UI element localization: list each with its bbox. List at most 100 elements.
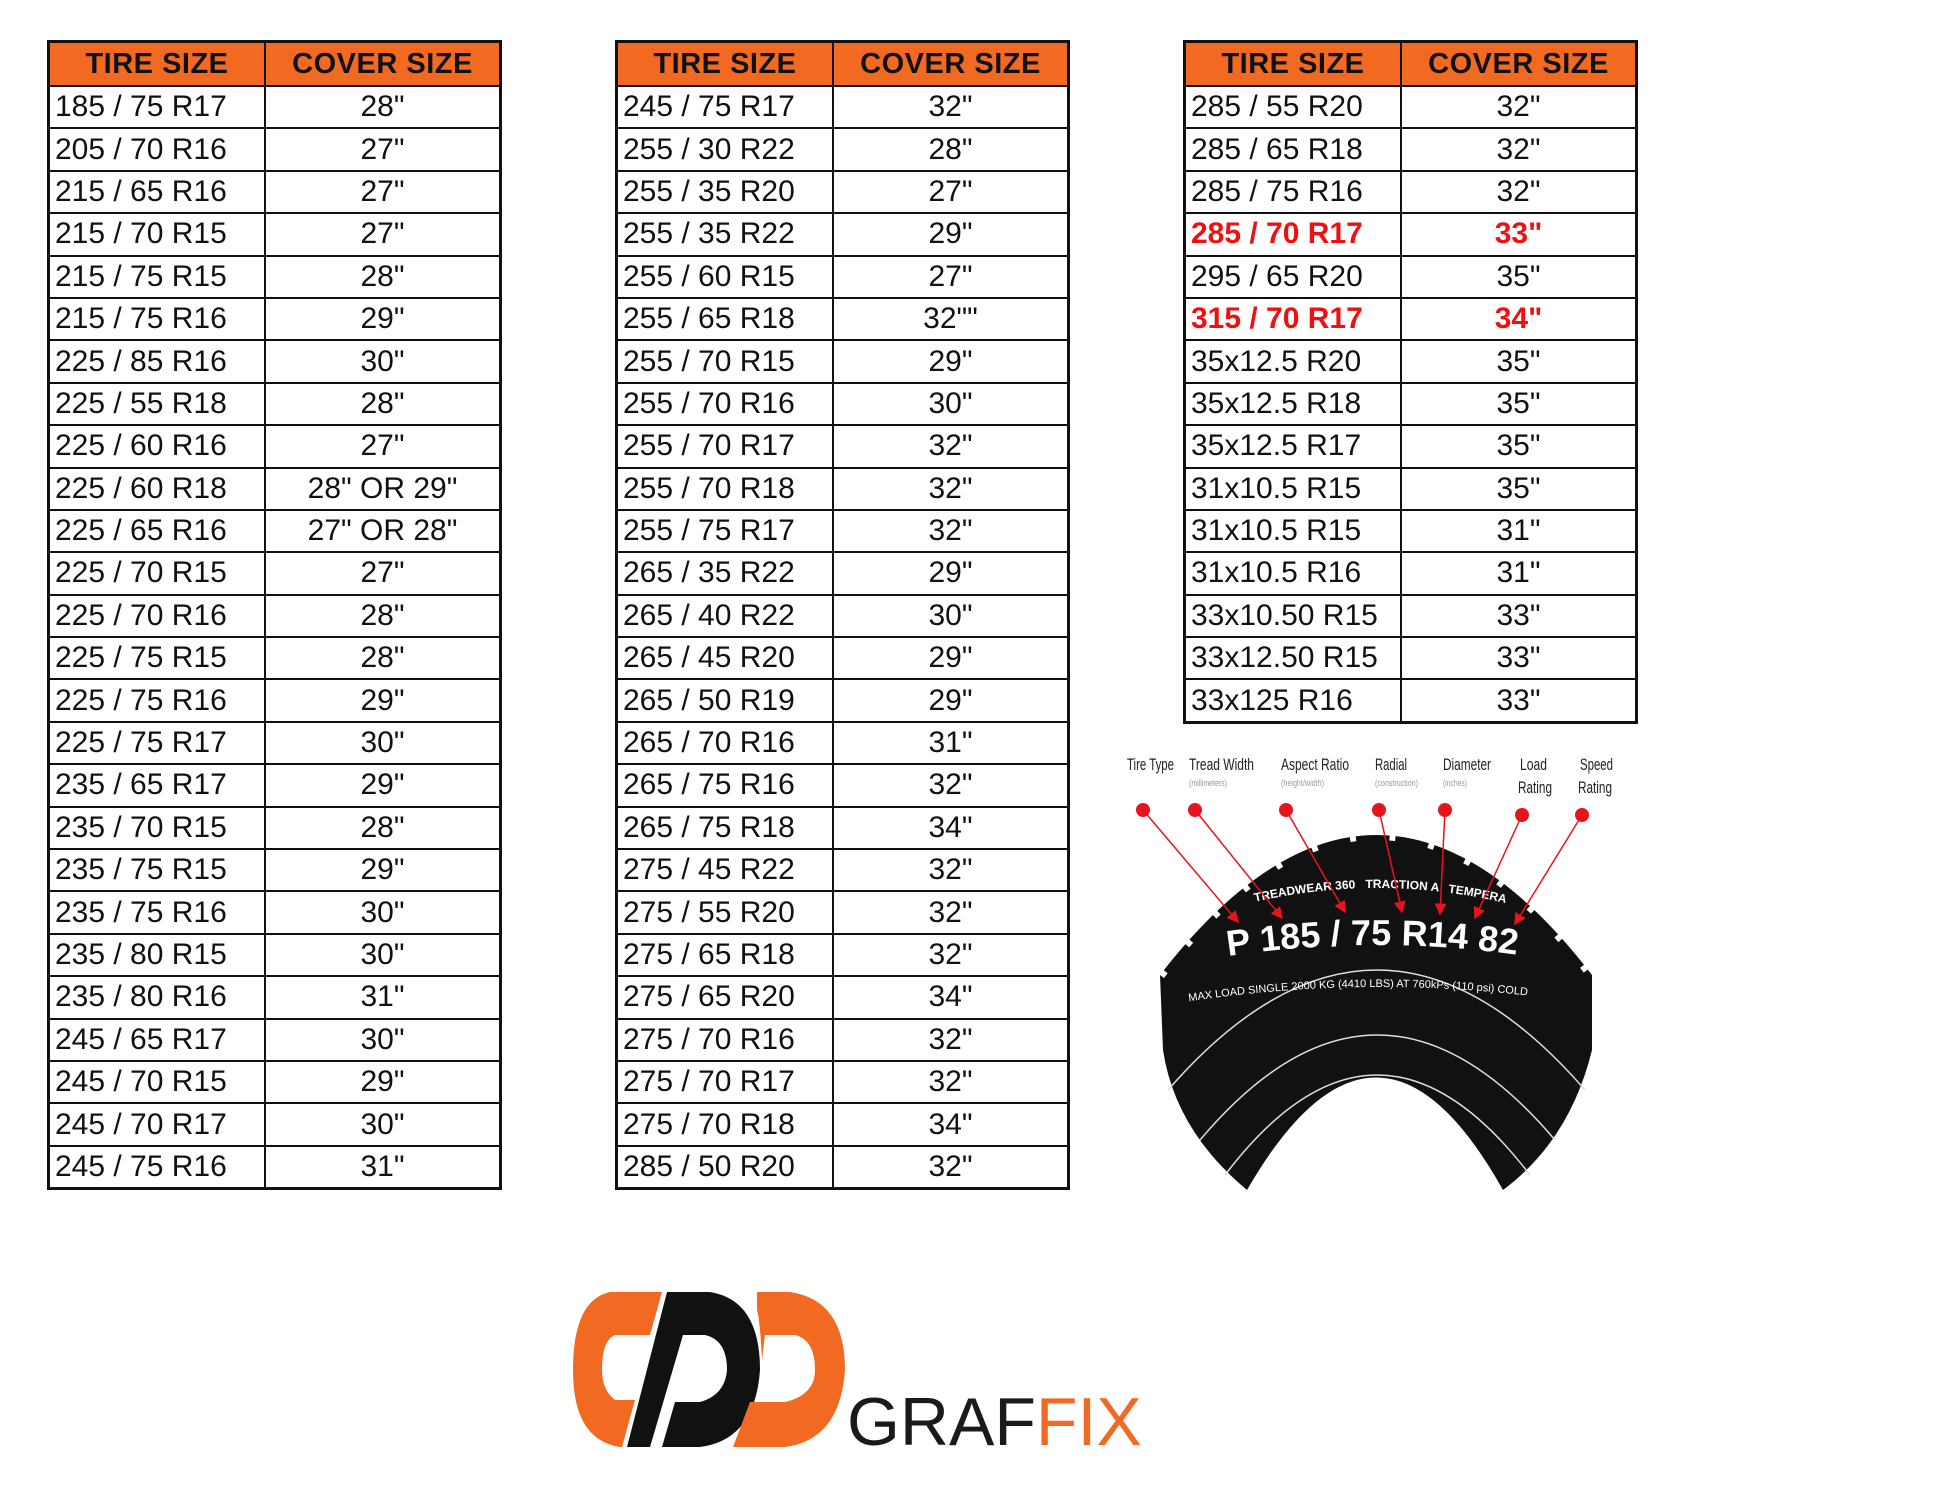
diagram-label: Radial xyxy=(1375,755,1407,774)
tire-size-cell: 255 / 70 R17 xyxy=(615,424,834,469)
table-row: 265 / 45 R20 29" xyxy=(615,636,1070,681)
cover-size-cell: 32" xyxy=(832,508,1070,554)
table-row: 235 / 80 R15 30" xyxy=(47,932,502,978)
tire-size-cell: 265 / 40 R22 xyxy=(615,593,834,639)
table-row: 275 / 70 R17 32" xyxy=(615,1059,1070,1105)
cover-size-cell: 32" xyxy=(832,84,1070,130)
tire-size-cell: 255 / 65 R18 xyxy=(615,296,834,342)
cover-size-cell: 30" xyxy=(832,381,1070,427)
tire-size-cell: 285 / 75 R16 xyxy=(1183,169,1402,215)
table-row: 205 / 70 R16 27" xyxy=(47,127,502,172)
tire-size-cell: 225 / 85 R16 xyxy=(47,339,266,384)
tire-size-cell: 285 / 50 R20 xyxy=(615,1144,834,1190)
table-row: 225 / 65 R16 27" OR 28" xyxy=(47,508,502,554)
cover-size-cell: 34" xyxy=(832,975,1070,1020)
tire-size-cell: 275 / 70 R17 xyxy=(615,1059,834,1105)
diagram-label: Tread Width xyxy=(1189,755,1254,774)
pointer-arrow xyxy=(1473,814,1523,920)
tire-size-cell: 185 / 75 R17 xyxy=(47,84,266,130)
tire-size-cell: 295 / 65 R20 xyxy=(1183,254,1402,299)
cover-size-cell: 32" xyxy=(832,932,1070,978)
table-row: 225 / 60 R16 27" xyxy=(47,424,502,469)
table-row: 225 / 75 R17 30" xyxy=(47,720,502,766)
tire-size-cell: 215 / 70 R15 xyxy=(47,212,266,257)
cover-size-cell: 27" xyxy=(264,551,502,596)
cover-size-cell: 33" xyxy=(1400,678,1638,724)
cover-size-header: COVER SIZE xyxy=(1400,40,1638,87)
tire-size-cell: 33x10.50 R15 xyxy=(1183,593,1402,639)
table-row: 295 / 65 R20 35" xyxy=(1183,254,1638,299)
cover-size-cell: 28" OR 29" xyxy=(264,466,502,511)
table-row: 265 / 35 R22 29" xyxy=(615,551,1070,596)
cover-size-cell: 30" xyxy=(264,1102,502,1147)
tire-size-cell: 315 / 70 R17 xyxy=(1183,296,1402,342)
tire-size-cell: 255 / 70 R16 xyxy=(615,381,834,427)
table-row: 255 / 35 R20 27" xyxy=(615,169,1070,215)
cover-size-cell: 27" OR 28" xyxy=(264,508,502,554)
tire-size-cell: 285 / 65 R18 xyxy=(1183,127,1402,172)
tire-code: P 185 / 75 R14 82 S xyxy=(0,0,1532,964)
cover-size-cell: 28" xyxy=(264,254,502,299)
tire-size-cell: 255 / 75 R17 xyxy=(615,508,834,554)
tire-size-cell: 275 / 70 R16 xyxy=(615,1017,834,1062)
table-row: 225 / 70 R15 27" xyxy=(47,551,502,596)
tire-size-cell: 285 / 55 R20 xyxy=(1183,84,1402,130)
pointer-arrow xyxy=(1194,809,1283,920)
diagram-sublabel: (inches) xyxy=(1443,778,1467,788)
table-row: 31x10.5 R15 35" xyxy=(1183,466,1638,511)
table-row: 275 / 70 R16 32" xyxy=(615,1017,1070,1062)
cover-size-cell: 32" xyxy=(832,890,1070,935)
cover-size-cell: 29" xyxy=(264,848,502,893)
tire-size-cell: 215 / 65 R16 xyxy=(47,169,266,215)
tire-size-cell: 225 / 75 R16 xyxy=(47,678,266,723)
tire-size-cell: 265 / 45 R20 xyxy=(615,636,834,681)
cover-size-cell: 35" xyxy=(1400,254,1638,299)
cover-size-cell: 32" xyxy=(832,848,1070,893)
tire-size-cell: 225 / 60 R18 xyxy=(47,466,266,511)
tire-size-header: TIRE SIZE xyxy=(615,40,834,87)
tire-size-cell: 235 / 75 R15 xyxy=(47,848,266,893)
tire-size-cell: 31x10.5 R16 xyxy=(1183,551,1402,596)
table-row: 285 / 70 R17 33" xyxy=(1183,212,1638,257)
cover-size-cell: 32"" xyxy=(832,296,1070,342)
cover-size-cell: 32" xyxy=(1400,84,1638,130)
tire-size-cell: 33x12.50 R15 xyxy=(1183,636,1402,681)
tire-size-cell: 225 / 60 R16 xyxy=(47,424,266,469)
tire-size-cell: 245 / 75 R17 xyxy=(615,84,834,130)
table-row: 245 / 70 R15 29" xyxy=(47,1059,502,1105)
cover-size-cell: 29" xyxy=(832,212,1070,257)
tire-size-cell: 275 / 70 R18 xyxy=(615,1102,834,1147)
tire-size-cell: 35x12.5 R20 xyxy=(1183,339,1402,384)
cover-size-cell: 29" xyxy=(264,1059,502,1105)
cover-size-cell: 27" xyxy=(264,424,502,469)
table-row: 225 / 60 R18 28" OR 29" xyxy=(47,466,502,511)
tire-size-cell: 31x10.5 R15 xyxy=(1183,508,1402,554)
table-row: 35x12.5 R18 35" xyxy=(1183,381,1638,427)
table-row: 275 / 70 R18 34" xyxy=(615,1102,1070,1147)
diagram-sublabel: (construction) xyxy=(1375,778,1418,788)
table-row: 275 / 45 R22 32" xyxy=(615,848,1070,893)
cover-size-cell: 33" xyxy=(1400,593,1638,639)
diagram-label: Tire Type xyxy=(1127,755,1174,774)
logo-orange-c xyxy=(573,1292,662,1447)
tire-size-cell: 245 / 65 R17 xyxy=(47,1017,266,1062)
cover-size-cell: 32" xyxy=(832,1017,1070,1062)
cover-size-cell: 31" xyxy=(264,975,502,1020)
pointer-arrow xyxy=(1142,809,1239,924)
table-row: 235 / 70 R15 28" xyxy=(47,805,502,851)
tire-size-cell: 275 / 55 R20 xyxy=(615,890,834,935)
tire-size-header: TIRE SIZE xyxy=(47,40,266,87)
cover-size-cell: 27" xyxy=(264,212,502,257)
tire-size-cell: 235 / 80 R15 xyxy=(47,932,266,978)
cover-size-cell: 30" xyxy=(264,890,502,935)
tire-size-cell: 255 / 70 R18 xyxy=(615,466,834,511)
cover-size-cell: 35" xyxy=(1400,381,1638,427)
tire-size-cell: 265 / 70 R16 xyxy=(615,720,834,766)
table-row: 285 / 65 R18 32" xyxy=(1183,127,1638,172)
cover-size-cell: 28" xyxy=(264,84,502,130)
tire-size-header: TIRE SIZE xyxy=(1183,40,1402,87)
tire-size-cell: 245 / 75 R16 xyxy=(47,1144,266,1190)
sidewall-line xyxy=(1167,969,1586,1091)
table-row: 33x125 R16 33" xyxy=(1183,678,1638,724)
table-row: 31x10.5 R16 31" xyxy=(1183,551,1638,596)
